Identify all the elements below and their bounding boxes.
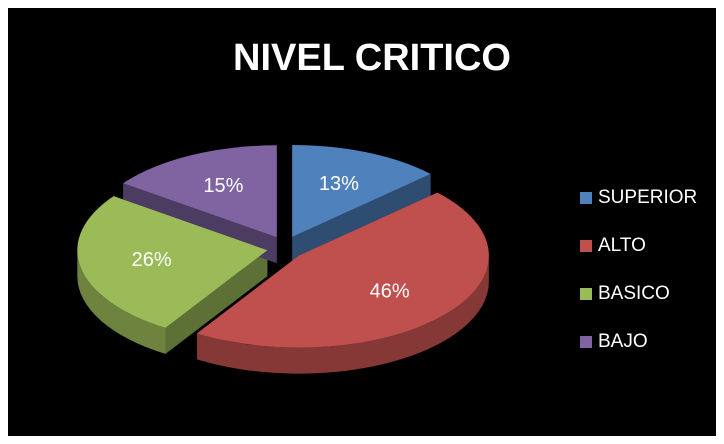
legend-label: SUPERIOR xyxy=(598,187,697,208)
legend-label: BASICO xyxy=(598,283,670,304)
slice-wall xyxy=(77,250,166,354)
data-label: 15% xyxy=(203,175,243,197)
legend-swatch xyxy=(580,240,592,252)
legend-label: BAJO xyxy=(598,331,648,352)
legend-swatch xyxy=(580,192,592,204)
data-label: 26% xyxy=(132,249,172,271)
legend-label: ALTO xyxy=(598,235,646,256)
slice-wall xyxy=(197,255,489,374)
slice xyxy=(123,145,277,238)
legend-swatch xyxy=(580,288,592,300)
data-label: 13% xyxy=(319,173,359,195)
slice xyxy=(77,196,268,328)
data-label: 46% xyxy=(370,280,410,302)
slice xyxy=(197,192,489,348)
chart-title: NIVEL CRITICO xyxy=(233,37,511,79)
slice-side xyxy=(165,250,268,354)
slice-side xyxy=(292,174,431,263)
legend-swatch xyxy=(580,336,592,348)
slice xyxy=(292,144,431,237)
